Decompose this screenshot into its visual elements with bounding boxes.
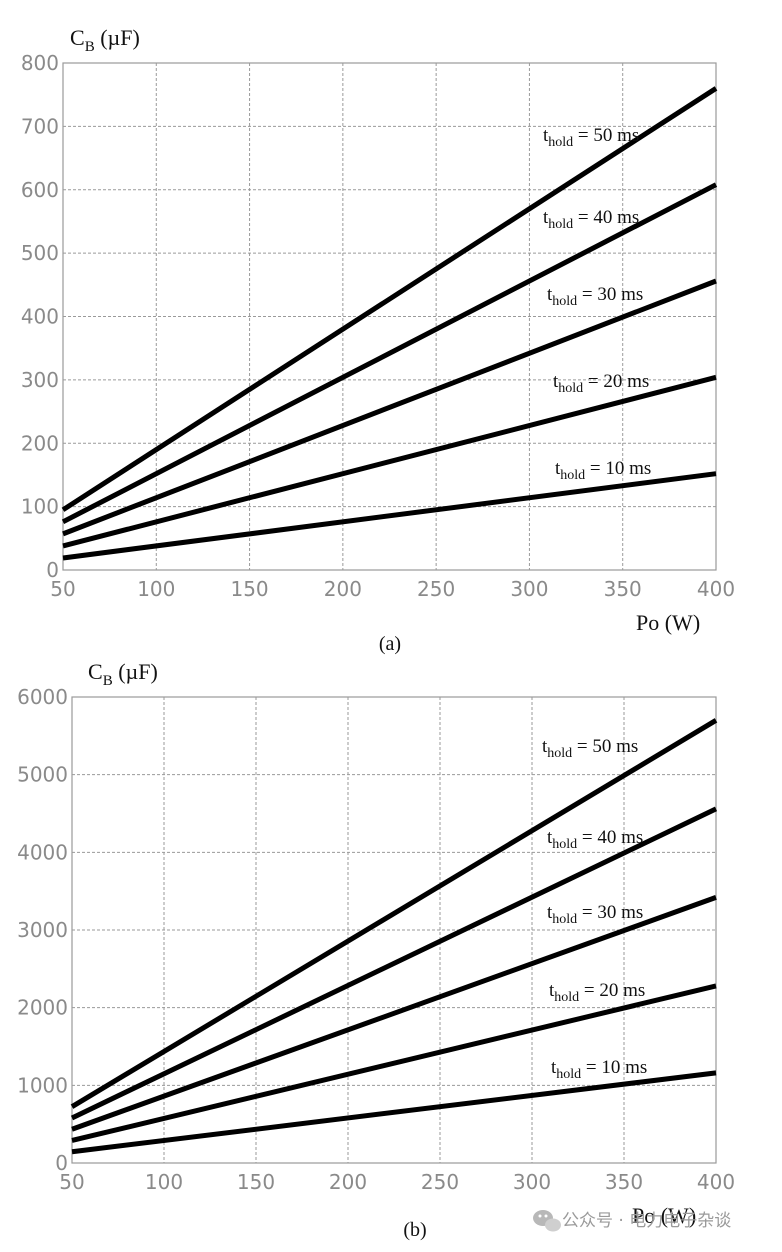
- series-line: [62, 374, 717, 549]
- x-tick-label: 350: [604, 577, 642, 601]
- series-label: thold = 40 ms: [547, 827, 643, 852]
- x-tick-label: 150: [230, 577, 268, 601]
- x-tick-label: 200: [329, 1170, 367, 1194]
- y-tick-label: 100: [21, 495, 59, 519]
- x-tick-label: 100: [145, 1170, 183, 1194]
- series-line: [61, 182, 718, 525]
- x-axis-title: Po (W): [632, 1203, 696, 1228]
- y-tick-label: 200: [21, 431, 59, 455]
- y-axis-title: CB (µF): [88, 659, 158, 689]
- x-tick-label: 50: [59, 1170, 84, 1194]
- watermark: 公众号 · 电力电子杂谈: [533, 1210, 731, 1232]
- watermark-text: 公众号 · 电力电子杂谈: [562, 1211, 731, 1231]
- y-tick-label: 0: [46, 558, 59, 582]
- series-label: thold = 10 ms: [551, 1057, 647, 1082]
- series-label: thold = 10 ms: [555, 458, 651, 483]
- series-line: [61, 86, 718, 512]
- x-tick-label: 250: [421, 1170, 459, 1194]
- x-tick-label: 400: [697, 577, 735, 601]
- x-tick-label: 300: [510, 577, 548, 601]
- x-tick-label: 400: [697, 1170, 735, 1194]
- y-tick-label: 4000: [17, 840, 68, 864]
- wechat-icon: [533, 1210, 561, 1232]
- x-tick-label: 200: [324, 577, 362, 601]
- series-line: [62, 471, 717, 561]
- x-tick-label: 300: [513, 1170, 551, 1194]
- y-tick-label: 5000: [17, 763, 68, 787]
- series-label: thold = 30 ms: [547, 902, 643, 927]
- chart-a: 50 100 150 200 250 300 350 400 0 100 200 300 400 500 6…: [21, 25, 735, 655]
- x-tick-label: 350: [605, 1170, 643, 1194]
- figure-caption: (a): [379, 633, 401, 655]
- y-tick-label: 600: [21, 178, 59, 202]
- series-line: [71, 983, 717, 1143]
- series-label: thold = 40 ms: [543, 207, 639, 232]
- series-label: thold = 30 ms: [547, 284, 643, 309]
- series-line: [71, 1070, 717, 1155]
- y-tick-label: 0: [55, 1151, 68, 1175]
- x-tick-label: 150: [237, 1170, 275, 1194]
- series-label: thold = 20 ms: [553, 371, 649, 396]
- series-line: [62, 278, 717, 537]
- y-tick-label: 300: [21, 368, 59, 392]
- x-tick-label: 250: [417, 577, 455, 601]
- series-label: thold = 50 ms: [542, 736, 638, 761]
- y-tick-label: 700: [21, 114, 59, 138]
- y-tick-label: 800: [21, 51, 59, 75]
- series-line: [71, 895, 717, 1132]
- series-label: thold = 50 ms: [543, 125, 639, 150]
- x-tick-label: 100: [137, 577, 175, 601]
- series-line: [70, 718, 718, 1109]
- chart-b: 50 100 150 200 250 300 350 40001000200030004000…: [17, 659, 735, 1241]
- y-tick-label: 1000: [17, 1073, 68, 1097]
- y-axis-title: CB (µF): [70, 25, 140, 55]
- y-tick-label: 3000: [17, 918, 68, 942]
- y-tick-label: 400: [21, 305, 59, 329]
- series-line: [70, 806, 718, 1121]
- series-label: thold = 20 ms: [549, 980, 645, 1005]
- y-tick-label: 6000: [17, 685, 68, 709]
- y-tick-label: 500: [21, 241, 59, 265]
- y-tick-label: 2000: [17, 996, 68, 1020]
- figure-caption: (b): [403, 1219, 426, 1241]
- x-axis-title: Po (W): [636, 610, 700, 635]
- x-tick-label: 50: [50, 577, 75, 601]
